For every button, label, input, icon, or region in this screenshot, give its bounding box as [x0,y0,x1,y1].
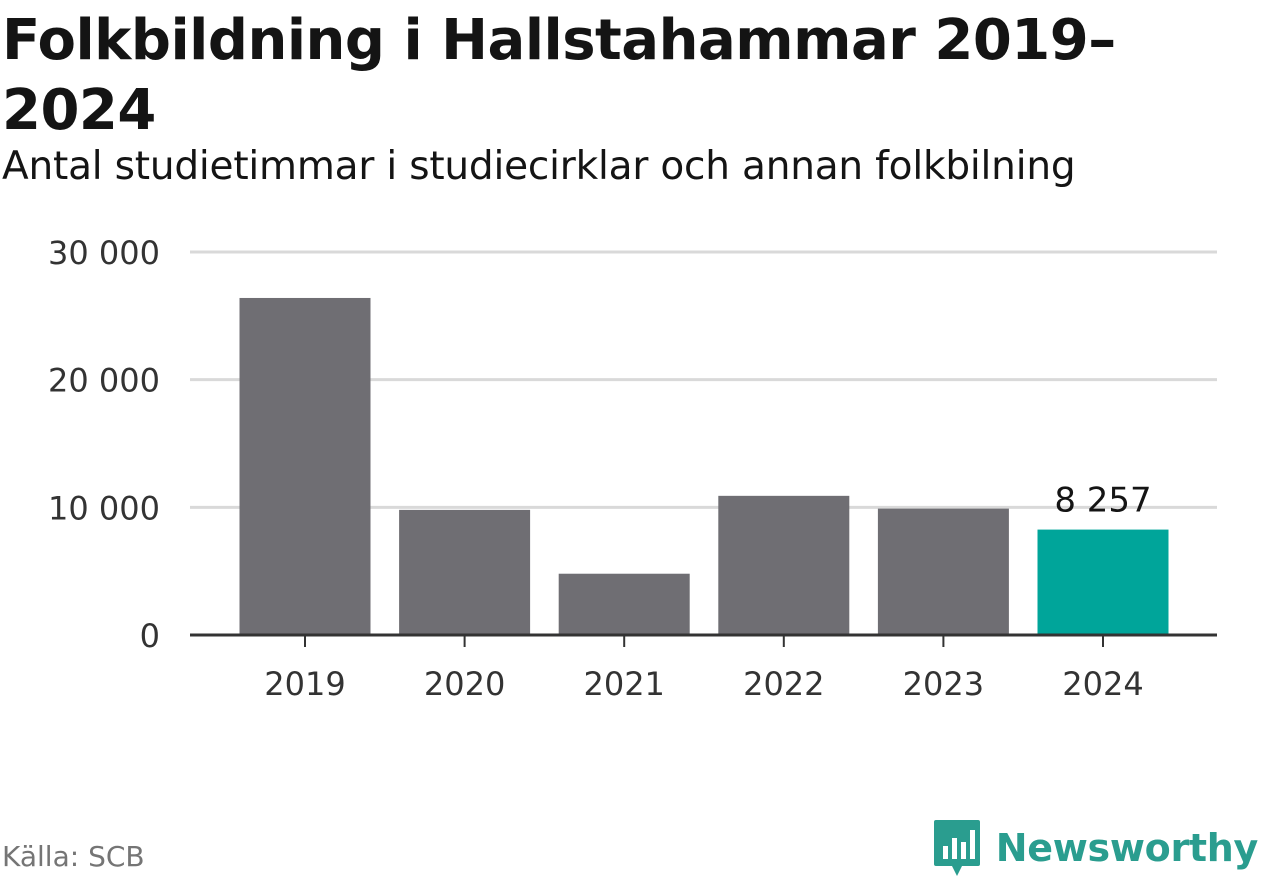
source-note: Källa: SCB [2,840,145,873]
bar-2023 [877,508,1009,635]
bar-chart: 0 10 000 20 000 30 000 2019 2020 2021 2022 2023 2… [48,234,1217,703]
x-tick-label: 2020 [424,665,505,703]
bar-2021 [558,573,690,635]
bar-2019 [239,297,371,635]
bar-2022 [718,495,850,635]
x-tick-label: 2019 [264,665,345,703]
x-tick-label: 2021 [583,665,664,703]
axes [190,633,1217,647]
bar-2020 [399,509,531,635]
x-tick-label: 2022 [743,665,824,703]
bar-2024 [1037,529,1169,635]
y-tick-label: 0 [140,617,160,655]
labels: 0 10 000 20 000 30 000 2019 2020 2021 2022 2023 2… [48,234,1152,703]
x-tick-label: 2023 [903,665,984,703]
brand-logo: Newsworthy [932,818,1258,878]
y-tick-label: 20 000 [48,362,160,400]
y-tick-label: 30 000 [48,234,160,272]
x-tick-label: 2024 [1062,665,1143,703]
chart-title: Folkbildning i Hallstahammar 2019–2024 [2,8,1116,143]
y-tick-label: 10 000 [48,489,160,527]
newsworthy-logo-icon [933,820,980,876]
brand-name: Newsworthy [995,826,1259,870]
bars [239,297,1169,635]
chart-subtitle: Antal studietimmar i studiecirklar och a… [2,144,1076,189]
data-label: 8 257 [1054,481,1151,521]
